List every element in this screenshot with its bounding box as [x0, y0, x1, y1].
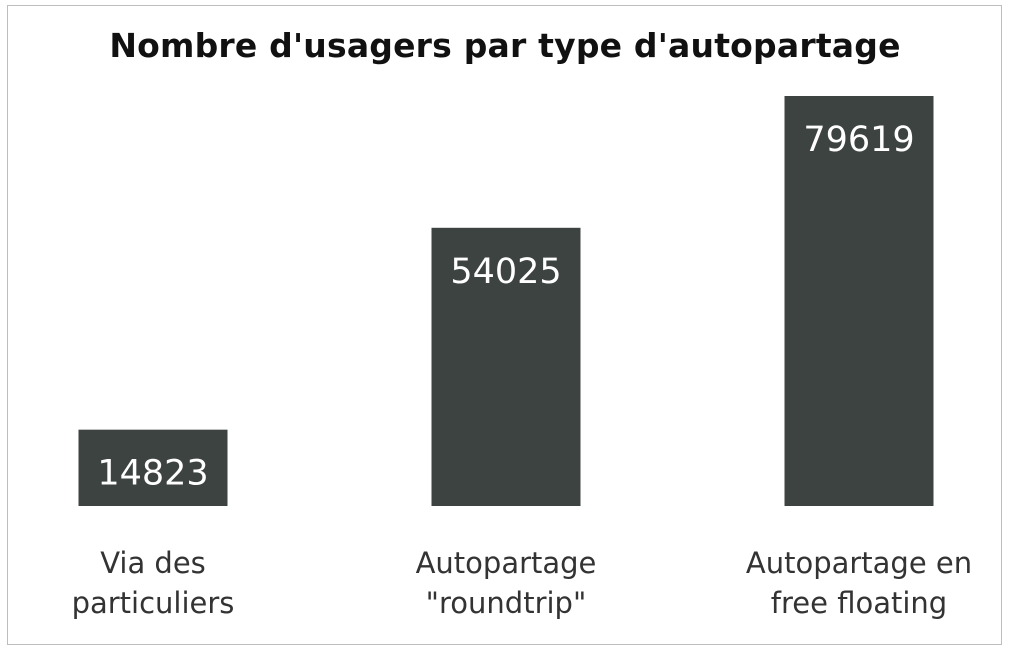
- bar-2: [431, 227, 581, 506]
- bar-value-label-3: 79619: [803, 120, 914, 160]
- category-label-3-line-2: free floating: [771, 586, 947, 620]
- category-label-2-line-1: Autopartage: [416, 546, 597, 580]
- bar-value-label-1: 14823: [97, 454, 208, 494]
- bar-1: [78, 429, 228, 506]
- bar-value-label-2: 54025: [450, 252, 561, 292]
- category-label-1-line-1: Via des: [100, 546, 206, 580]
- category-label-2-line-2: "roundtrip": [426, 586, 587, 620]
- bar-3: [784, 96, 934, 506]
- category-label-3-line-1: Autopartage en: [746, 546, 972, 580]
- category-label-1-line-2: particuliers: [72, 586, 235, 620]
- chart-title: Nombre d'usagers par type d'autopartage: [109, 26, 901, 65]
